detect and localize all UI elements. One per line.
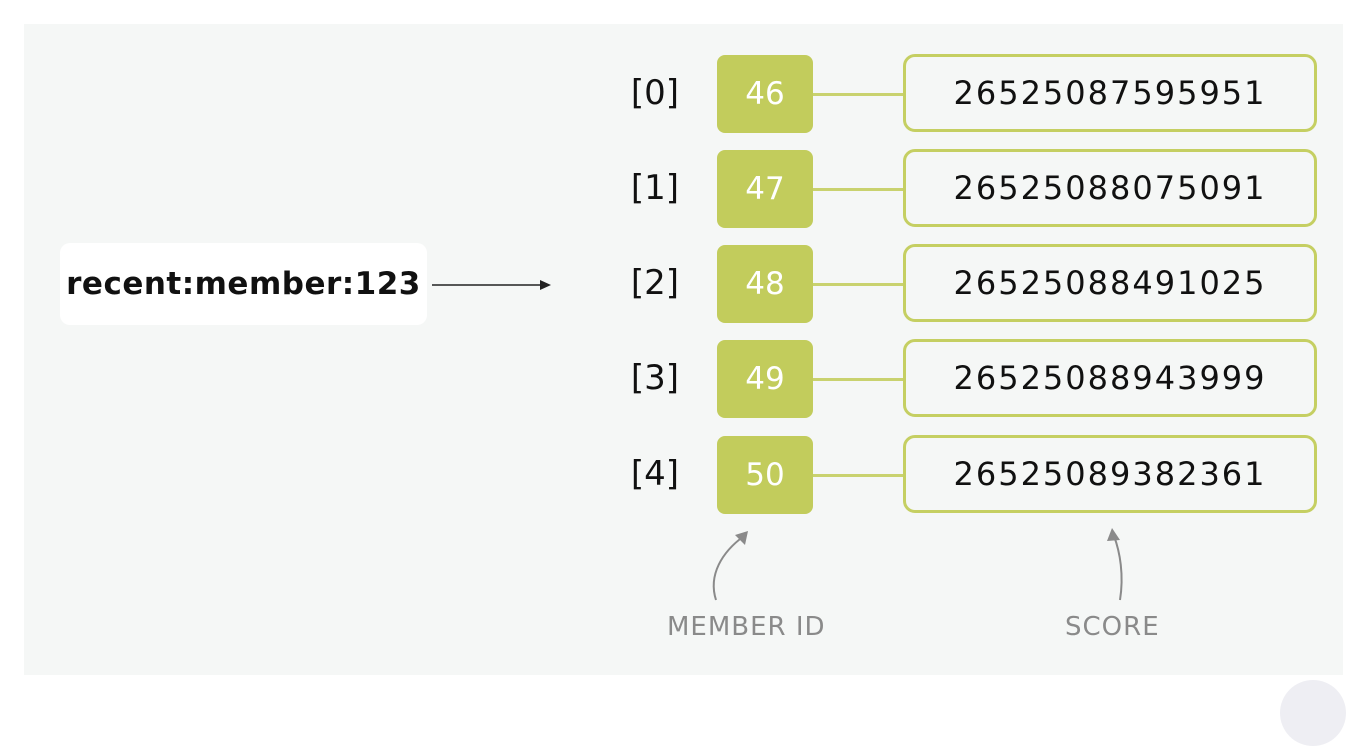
entry-index: [1] (630, 168, 680, 208)
member-box: 47 (717, 150, 813, 228)
connector-line (813, 474, 903, 477)
member-id-label: MEMBER ID (667, 612, 826, 642)
score-box: 26525088943999 (903, 339, 1317, 417)
member-box: 50 (717, 436, 813, 514)
entry-index: [4] (630, 454, 680, 494)
arrows (432, 280, 1123, 601)
score-box: 26525087595951 (903, 54, 1317, 132)
connector-line (813, 378, 903, 381)
key-arrow (432, 280, 551, 290)
score-label-arrow (1107, 528, 1123, 601)
score-label: SCORE (1065, 612, 1160, 642)
score-box: 26525089382361 (903, 435, 1317, 513)
member-label-arrow (712, 531, 748, 601)
sorted-set-key: recent:member:123 (60, 243, 427, 325)
score-box: 26525088075091 (903, 149, 1317, 227)
member-box: 46 (717, 55, 813, 133)
entry-index: [2] (630, 263, 680, 303)
entry-index: [3] (630, 358, 680, 398)
connector-line (813, 188, 903, 191)
entry-index: [0] (630, 73, 680, 113)
connector-line (813, 283, 903, 286)
score-box: 26525088491025 (903, 244, 1317, 322)
member-box: 49 (717, 340, 813, 418)
member-box: 48 (717, 245, 813, 323)
floating-bubble (1280, 680, 1346, 746)
connector-line (813, 93, 903, 96)
